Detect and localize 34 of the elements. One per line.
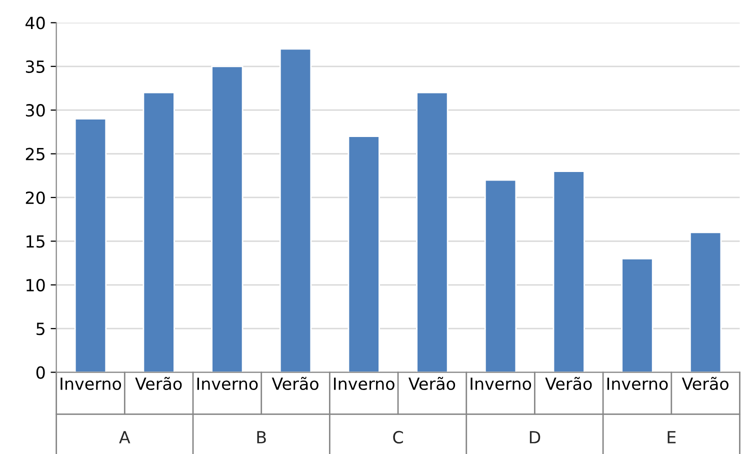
bar (416, 92, 448, 372)
x-tick-label: Inverno (197, 378, 258, 390)
x-tick-label: Inverno (607, 378, 668, 390)
bar (484, 179, 517, 372)
y-tick-label: 25 (26, 148, 44, 160)
y-tick-label: 30 (26, 104, 45, 117)
x-tick-label: Inverno (470, 378, 532, 390)
y-tick-label: 15 (26, 235, 44, 248)
bar (279, 48, 312, 372)
text: B (257, 431, 266, 444)
text: C (393, 430, 403, 444)
x-tick-label: Verão (408, 376, 456, 390)
x-tick-label: Inverno (334, 378, 394, 390)
bar (142, 92, 175, 372)
text: E (668, 431, 676, 444)
y-tick-label: 5 (36, 322, 44, 336)
bar (621, 258, 654, 372)
x-tick-label: Verão (545, 376, 592, 390)
bar (74, 118, 107, 372)
x-tick-label: Inverno (60, 378, 122, 390)
bar (689, 232, 722, 372)
y-tick-label: 35 (26, 60, 44, 73)
bar (552, 170, 585, 372)
y-tick-label: 40 (26, 16, 45, 30)
y-tick-label: 0 (36, 366, 45, 379)
x-tick-label: Verão (272, 376, 318, 390)
text: A (119, 431, 130, 444)
y-tick-label: 10 (26, 278, 45, 292)
x-tick-label: Verão (135, 376, 182, 390)
x-tick-label: Verão (682, 376, 728, 390)
bar (348, 136, 380, 372)
y-tick-label: 20 (26, 191, 45, 204)
text: D (530, 431, 540, 444)
bar (211, 66, 244, 372)
